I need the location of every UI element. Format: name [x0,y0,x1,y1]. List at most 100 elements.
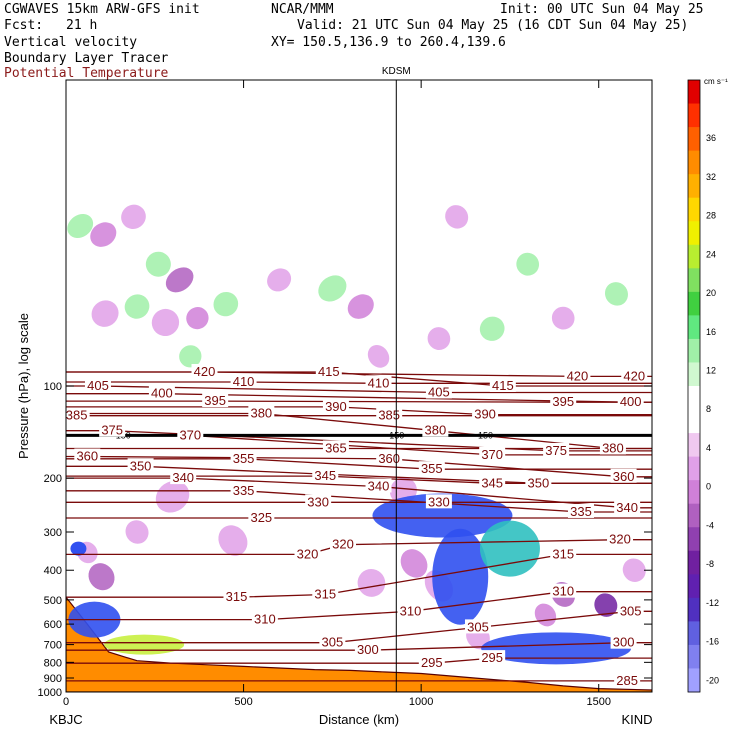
boundary-layer-tracer-plume [432,528,489,625]
theta-label-bg [66,407,90,422]
theta-label: 295 [481,650,503,665]
y-tick-label: 200 [44,473,62,485]
colorbar-tick-label: 0 [706,482,711,492]
colorbar-swatch [688,315,700,340]
vertical-velocity-cell [445,205,469,229]
theta-label: 345 [314,468,336,483]
boundary-layer-tracer-spot [70,541,87,556]
boundary-layer-tracer-core [479,520,540,577]
theta-label: 305 [620,603,642,618]
theta-label: 315 [226,589,248,604]
theta-label: 355 [421,461,443,476]
theta-label-bg [397,603,424,618]
theta-label: 305 [322,635,344,650]
theta-label: 315 [552,546,574,561]
theta-contour-295 [66,657,652,664]
theta-label-bg [294,546,321,561]
theta-label: 315 [314,586,336,601]
theta-contour-405 [66,385,652,394]
theta-label-bg [550,394,577,409]
theta-label: 335 [233,483,255,498]
x-tick-label: 0 [63,696,69,708]
theta-label-bg [479,650,506,665]
forecast-label: Fcst: [4,18,44,33]
theta-label-bg [607,531,634,546]
theta-label: 370 [179,427,201,442]
colorbar-tick-label: -4 [706,520,714,530]
colorbar-tick-label: 32 [706,172,716,182]
vertical-velocity-cell [604,282,628,306]
theta-label-bg [127,458,154,473]
colorbar-tick-label: 12 [706,366,716,376]
theta-label: 300 [613,635,635,650]
theta-label: 320 [297,546,319,561]
theta-label-bg [148,385,175,400]
vertical-velocity-cell [124,294,150,319]
theta-label-bg [599,440,626,455]
vertical-velocity-cell [90,222,117,247]
theta-label: 345 [481,475,503,490]
theta-label: 310 [254,612,276,627]
colorbar-swatch [688,621,700,646]
boundary-layer-tracer-plume [481,632,632,665]
colorbar-swatch [688,644,700,669]
init-time: Init: 00 UTC Sun 04 May 25 [500,2,704,17]
theta-label-bg [479,446,506,461]
theta-label: 325 [250,510,272,525]
theta-label: 330 [307,494,329,509]
theta-label-bg [312,586,339,601]
colorbar-tick-label: 8 [706,404,711,414]
theta-label: 365 [325,440,347,455]
x-axis-title: Distance (km) [319,712,399,727]
theta-label-bg [550,583,577,598]
theta-label: 395 [204,393,226,408]
theta-label: 415 [492,378,514,393]
colorbar-tick-label: -12 [706,598,719,608]
theta-label: 385 [378,408,400,423]
colorbar-swatch [688,668,700,693]
theta-label-bg [170,470,197,485]
colorbar-swatch [688,221,700,246]
theta-label-bg [365,478,392,493]
theta-label-bg [322,398,349,413]
theta-label: 310 [552,584,574,599]
theta-label-bg [418,461,445,476]
theta-label: 400 [151,386,173,401]
theta-label: 420 [194,364,216,379]
theta-label: 340 [616,500,638,515]
theta-label-bg [617,603,644,618]
vertical-velocity-cell [400,549,428,578]
colorbar-frame [687,79,701,693]
theta-label-bg [305,494,332,509]
theta-label-bg [248,405,275,420]
colorbar-tick-label: 20 [706,288,716,298]
colorbar-swatch [688,244,700,269]
terrain [66,596,652,692]
station-marker-label: KDSM [382,66,411,77]
y-tick-label: 600 [44,619,62,631]
theta-label-bg [617,394,644,409]
theta-label: 370 [481,447,503,462]
tropopause-label: 150 [478,430,493,440]
theta-label: 380 [602,440,624,455]
colorbar-swatch [688,503,700,528]
theta-label: 410 [368,375,390,390]
theta-label: 355 [233,451,255,466]
colorbar-swatch [688,174,700,199]
theta-label-bg [251,611,278,626]
colorbar-tick-label: -16 [706,637,719,647]
colorbar-tick-label: 28 [706,211,716,221]
theta-label: 350 [130,458,152,473]
colorbar-tick-label: -8 [706,559,714,569]
theta-label: 340 [368,478,390,493]
colorbar-swatch [688,150,700,175]
y-tick-label: 700 [44,640,62,652]
theta-label: 320 [609,532,631,547]
theta-contour-300 [66,642,652,651]
vertical-velocity-cell [267,268,292,292]
colorbar-unit: cm s⁻¹ [704,77,728,86]
vertical-velocity-cell [151,308,180,337]
theta-label-bg [177,427,204,442]
model-title: CGWAVES 15km ARW-GFS init [4,2,200,17]
theta-label-bg [422,422,449,437]
